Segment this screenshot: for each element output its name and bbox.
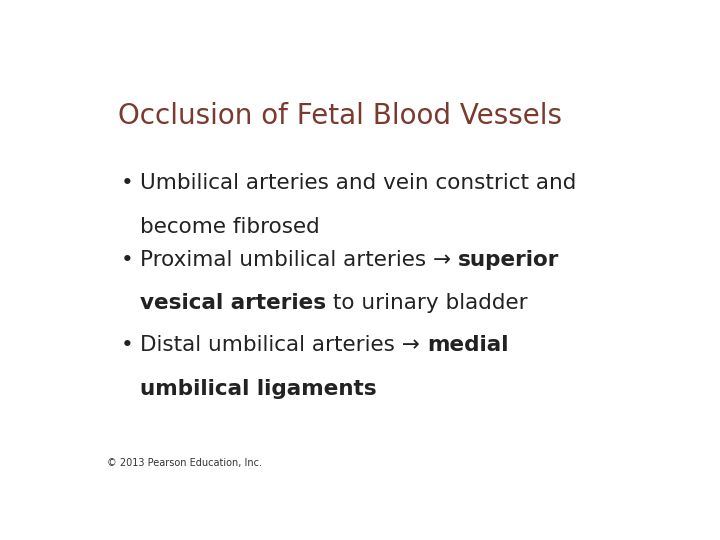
Text: become fibrosed: become fibrosed [140,217,320,237]
Text: superior: superior [458,250,559,270]
Text: •: • [121,173,133,193]
Text: umbilical ligaments: umbilical ligaments [140,379,377,399]
Text: Occlusion of Fetal Blood Vessels: Occlusion of Fetal Blood Vessels [118,102,562,130]
Text: •: • [121,335,133,355]
Text: Umbilical arteries and vein constrict and: Umbilical arteries and vein constrict an… [140,173,577,193]
Text: medial: medial [427,335,508,355]
Text: to urinary bladder: to urinary bladder [326,293,528,314]
Text: •: • [121,250,133,270]
Text: Proximal umbilical arteries →: Proximal umbilical arteries → [140,250,458,270]
Text: Distal umbilical arteries →: Distal umbilical arteries → [140,335,427,355]
Text: © 2013 Pearson Education, Inc.: © 2013 Pearson Education, Inc. [107,458,262,468]
Text: vesical arteries: vesical arteries [140,293,326,314]
